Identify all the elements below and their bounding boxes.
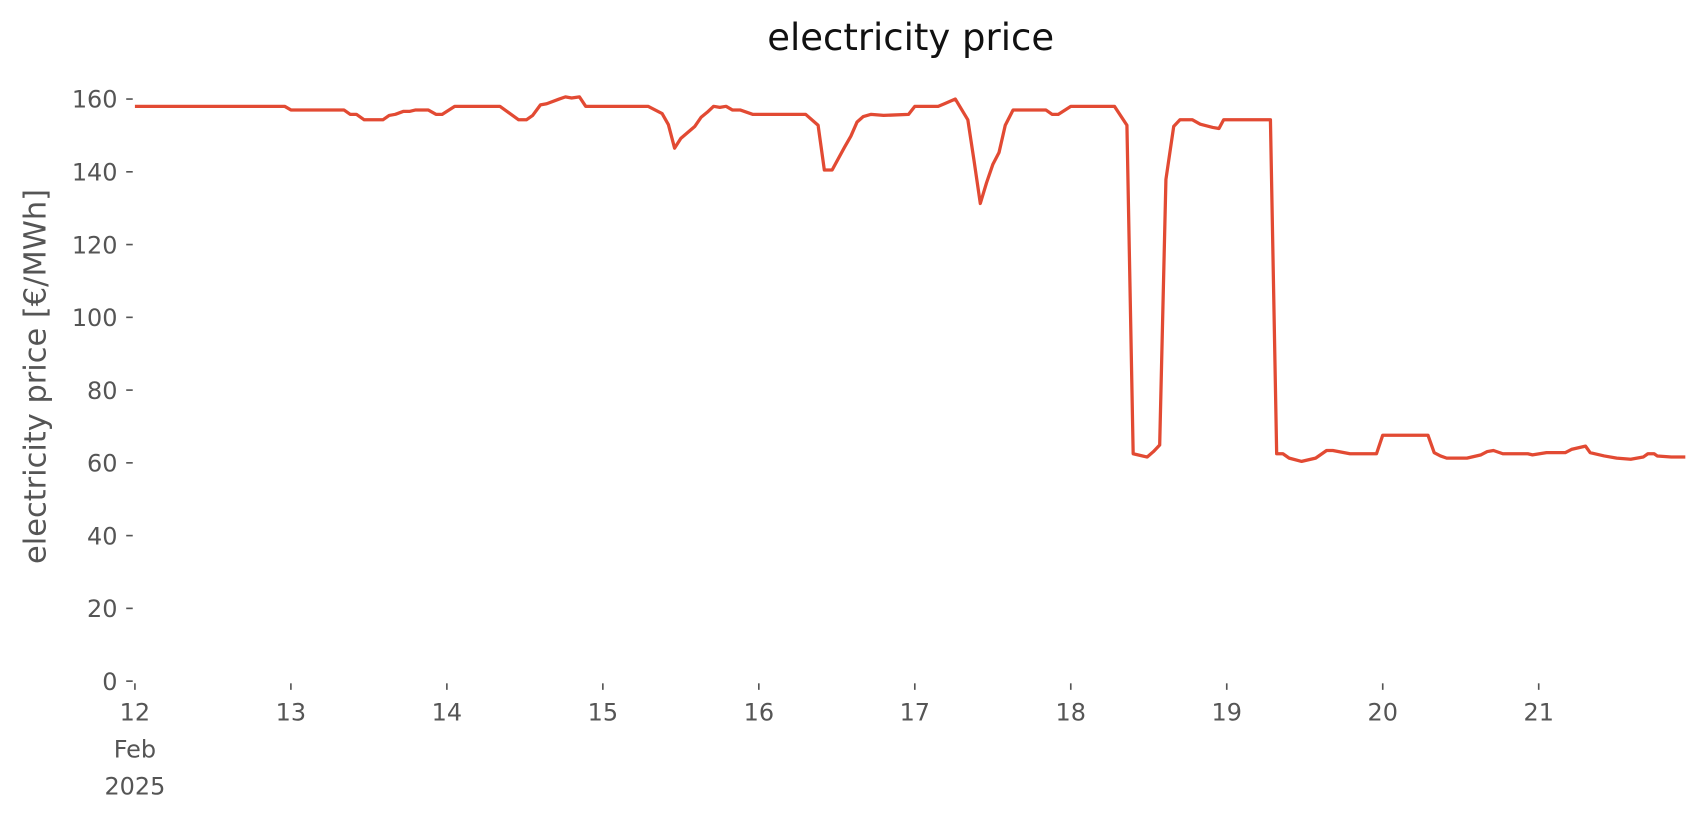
x-tick-label: 15 [588, 698, 618, 726]
x-tick-label: 19 [1212, 698, 1242, 726]
x-tick-label: 20 [1368, 698, 1398, 726]
y-tick-label: 140 [72, 159, 118, 187]
y-axis-label: electricity price [€/MWh] [19, 189, 54, 564]
y-tick-label: 160 [72, 86, 118, 114]
y-tick-label: 40 [87, 522, 117, 550]
y-tick-label: 0 [102, 668, 117, 696]
x-tick-label: 21 [1523, 698, 1553, 726]
x-tick-label: 12 Feb 2025 [104, 698, 165, 800]
x-tick-label: 14 [432, 698, 462, 726]
y-tick-label: 20 [87, 595, 117, 623]
y-tick-label: 120 [72, 231, 118, 259]
x-tick-label: 13 [276, 698, 306, 726]
y-tick-label: 80 [87, 377, 117, 405]
price-line [134, 95, 1686, 464]
chart-title: electricity price [767, 16, 1054, 59]
y-tick-label: 100 [72, 304, 118, 332]
y-tick-label: 60 [87, 450, 117, 478]
x-tick-label: 18 [1056, 698, 1086, 726]
x-tick-label: 16 [744, 698, 774, 726]
x-tick-label: 17 [900, 698, 930, 726]
